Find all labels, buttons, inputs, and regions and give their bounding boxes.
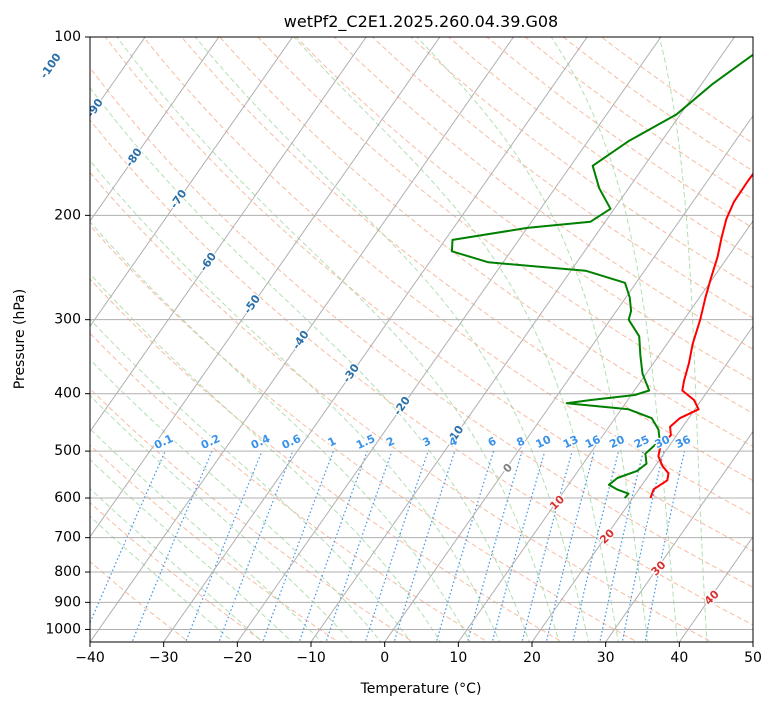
dry-adiabat-line bbox=[257, 37, 753, 414]
plot-frame bbox=[89, 36, 754, 643]
dry-adiabat-line bbox=[90, 332, 489, 642]
profile-lines bbox=[450, 53, 753, 499]
y-tick-label: 900 bbox=[54, 594, 81, 610]
isotherm-line bbox=[531, 325, 753, 642]
isotherm-line bbox=[384, 114, 753, 642]
mixing-ratio-line bbox=[325, 450, 393, 642]
x-tick-label: −40 bbox=[75, 650, 105, 666]
x-tick-label: −30 bbox=[149, 650, 179, 666]
moist-adiabat-line bbox=[90, 358, 382, 642]
mixing-ratio-line bbox=[621, 450, 665, 642]
x-tick-label: −10 bbox=[296, 650, 326, 666]
moist-adiabat-line bbox=[90, 159, 501, 642]
y-tick-label: 100 bbox=[54, 29, 81, 45]
moist-adiabat-line bbox=[90, 318, 412, 642]
y-tick-label: 300 bbox=[54, 312, 81, 328]
dewpoint-profile-line bbox=[450, 53, 753, 499]
mixing-ratio-line bbox=[521, 450, 573, 642]
mixing-ratio-line bbox=[572, 450, 620, 642]
mixing-ratio-line bbox=[644, 450, 686, 642]
x-tick-label: 40 bbox=[670, 650, 688, 666]
isotherm-line bbox=[236, 37, 662, 642]
x-tick-label: 30 bbox=[597, 650, 615, 666]
mixing-ratio-line bbox=[599, 450, 644, 642]
isotherm-line bbox=[90, 37, 441, 538]
isotherm-line bbox=[310, 37, 736, 642]
x-tick-label: 20 bbox=[523, 650, 541, 666]
dry-adiabat-line bbox=[90, 224, 639, 642]
isotherm-line bbox=[90, 37, 515, 642]
mixing-ratio-line bbox=[218, 450, 294, 642]
y-tick-label: 500 bbox=[54, 443, 81, 459]
mixing-ratio-line bbox=[185, 450, 263, 642]
y-tick-label: 600 bbox=[54, 490, 81, 506]
y-tick-label: 400 bbox=[54, 386, 81, 402]
moist-adiabat-line bbox=[90, 487, 264, 642]
mixing-ratio-line bbox=[393, 450, 456, 642]
y-axis-label: Pressure (hPa) bbox=[12, 289, 28, 389]
mixing-ratio-line bbox=[131, 450, 213, 642]
x-axis-label: Temperature (°C) bbox=[360, 681, 482, 697]
background-lines bbox=[90, 37, 753, 642]
isotherm-line bbox=[457, 220, 753, 642]
mixing-ratio-line bbox=[435, 450, 495, 642]
x-tick-label: 0 bbox=[380, 650, 389, 666]
mixing-ratio-line bbox=[298, 450, 368, 642]
moist-adiabat-line bbox=[90, 458, 293, 642]
mixing-ratio-line bbox=[262, 450, 334, 642]
dry-adiabat-line bbox=[143, 37, 753, 516]
y-tick-label: 800 bbox=[54, 564, 81, 580]
dry-adiabat-line bbox=[219, 37, 753, 448]
isotherm-line bbox=[90, 37, 367, 433]
x-tick-label: 50 bbox=[744, 650, 762, 666]
isotherm-line bbox=[163, 37, 588, 642]
y-tick-label: 200 bbox=[54, 207, 81, 223]
mixing-ratio-line bbox=[545, 450, 595, 642]
isotherm-line bbox=[678, 535, 753, 642]
chart-title: wetPf2_C2E1.2025.260.04.39.G08 bbox=[284, 12, 558, 32]
mixing-ratio-line bbox=[491, 450, 546, 642]
dry-adiabat-line bbox=[372, 37, 753, 319]
axis-ticks: −40 −30 −20 −10 0 10 20 30 40 50 100 200 300 400 500 60… bbox=[45, 29, 762, 666]
y-tick-label: 700 bbox=[54, 530, 81, 546]
x-tick-label: −20 bbox=[223, 650, 253, 666]
mixing-ratio-line bbox=[364, 450, 429, 642]
isotherm-line bbox=[605, 430, 753, 642]
x-tick-label: 10 bbox=[449, 650, 467, 666]
dry-adiabat-line bbox=[410, 37, 753, 289]
isotherm-line bbox=[90, 37, 294, 328]
isotherm-line bbox=[90, 37, 220, 222]
temperature-profile-line bbox=[649, 172, 753, 499]
y-tick-label: 1000 bbox=[45, 621, 81, 637]
